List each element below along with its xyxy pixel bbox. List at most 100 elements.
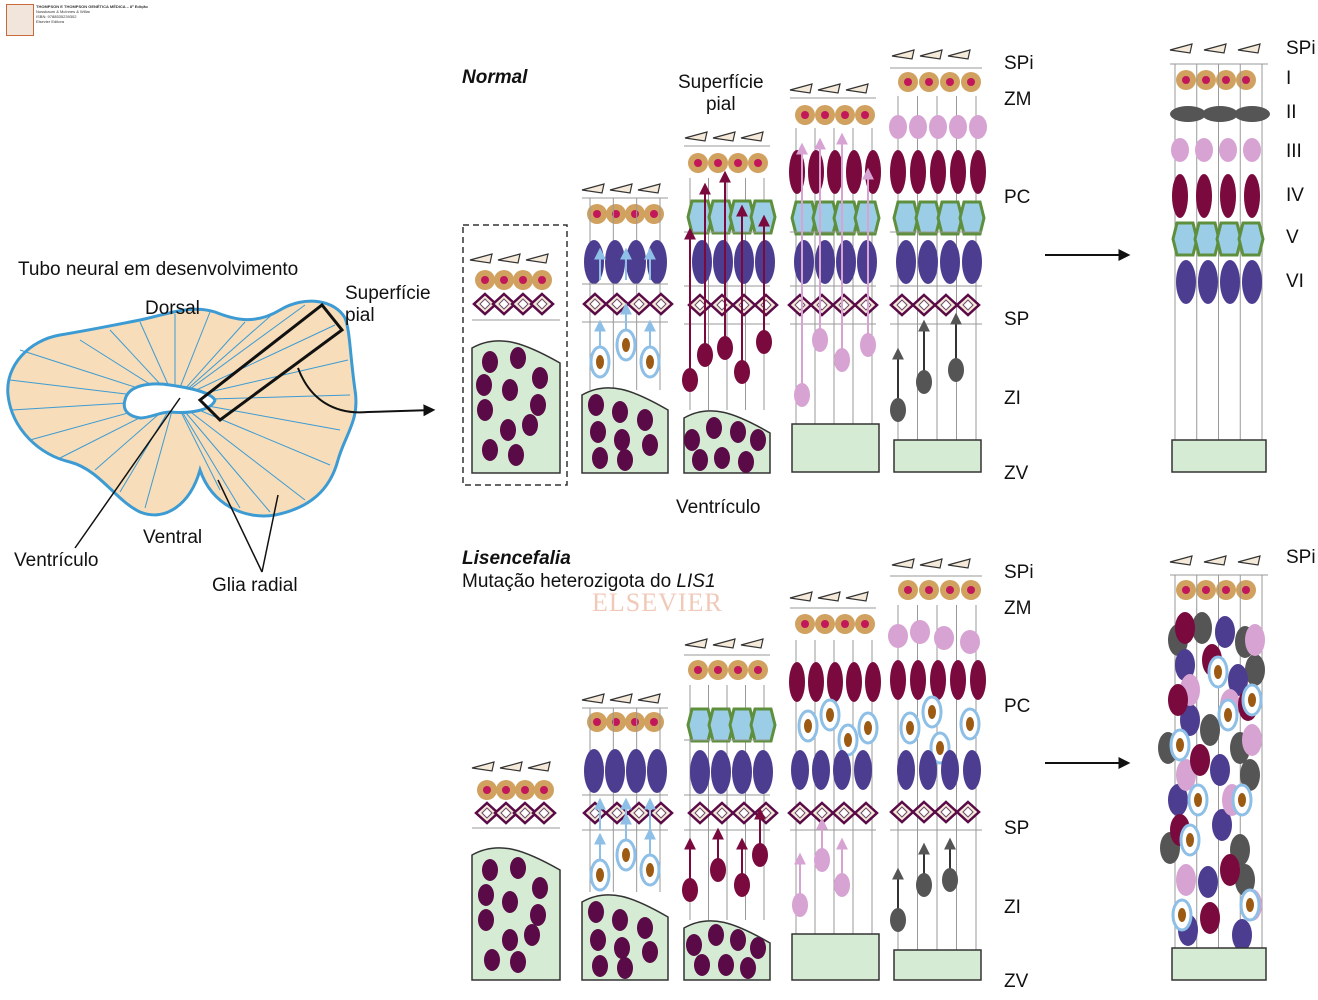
disorganized-neuron xyxy=(1212,809,1232,841)
stalled-neuron-nucleus xyxy=(1246,898,1254,912)
lis-column-5 xyxy=(888,558,986,981)
subplate-cell-core xyxy=(536,298,548,310)
stalled-neuron-nucleus xyxy=(936,741,944,755)
pial-cell xyxy=(1237,43,1261,54)
progenitor-cell xyxy=(502,929,518,951)
cajal-retzius-nucleus xyxy=(502,786,510,794)
migrating-neuron-nucleus xyxy=(596,868,604,882)
progenitor-cell xyxy=(714,447,730,469)
subplate-cell-core xyxy=(633,807,645,819)
cajal-retzius-nucleus xyxy=(1182,76,1190,84)
subplate-cell-core xyxy=(738,807,750,819)
cajal-retzius-nucleus xyxy=(946,586,954,594)
pial-cell xyxy=(525,253,549,264)
stalled-neuron-nucleus xyxy=(966,717,974,731)
subplate-cell-core xyxy=(498,298,510,310)
lis-column-2 xyxy=(581,693,674,981)
migrating-neuron-nucleus xyxy=(622,848,630,862)
progenitor-cell xyxy=(686,934,702,956)
progenitor-cell xyxy=(532,877,548,899)
disorganized-neuron xyxy=(1175,612,1195,644)
pial-cell xyxy=(1237,555,1261,566)
migrating-neuron-body xyxy=(756,330,772,354)
radial-glia-fiber xyxy=(119,399,176,493)
progenitor-cell xyxy=(738,451,754,473)
pial-cell xyxy=(497,253,521,264)
misplaced-neuron xyxy=(888,624,908,648)
migrating-neuron-body xyxy=(814,848,830,872)
ventricle-label-tube: Ventrículo xyxy=(14,550,99,571)
cajal-retzius-nucleus xyxy=(734,159,742,167)
progenitor-cell xyxy=(510,951,526,973)
glia-pointer-1 xyxy=(217,479,263,573)
cajal-retzius-nucleus xyxy=(754,666,762,674)
subplate-cell-core xyxy=(918,806,930,818)
migrating-neuron-body xyxy=(860,333,876,357)
cajal-retzius-nucleus xyxy=(821,620,829,628)
progenitor-cell xyxy=(522,414,538,436)
normal-column-3 xyxy=(682,131,779,474)
progenitor-cell xyxy=(482,859,498,881)
lissencephaly-subtitle: Mutação heterozigota do LIS1 xyxy=(462,571,716,593)
disorganized-neuron xyxy=(1220,854,1240,886)
subplate-cell-core xyxy=(838,807,850,819)
migrating-neuron-body xyxy=(834,348,850,372)
zoom-box xyxy=(197,302,345,422)
subplate-cell-core xyxy=(860,807,872,819)
stalled-neuron-nucleus xyxy=(1238,793,1246,807)
pial-cell xyxy=(609,183,633,194)
pial-cell xyxy=(471,761,495,772)
cajal-retzius-nucleus xyxy=(540,786,548,794)
radial-glia-fiber xyxy=(144,399,176,509)
pial-cell xyxy=(581,693,605,704)
progenitor-cell xyxy=(612,909,628,931)
layer-iv-neuron xyxy=(1196,174,1212,218)
progenitor-cell xyxy=(530,394,546,416)
progenitor-cell xyxy=(524,924,540,946)
layer-ii-neuron xyxy=(1170,106,1206,122)
layer-vi-neuron xyxy=(962,240,982,284)
disorganized-neuron xyxy=(1200,902,1220,934)
layer-v-neuron xyxy=(832,200,860,236)
layer-iv-neuron xyxy=(950,150,966,194)
progenitor-cell xyxy=(617,957,633,979)
progenitor-cell xyxy=(592,955,608,977)
migrating-neuron-body xyxy=(916,370,932,394)
layer-neuron xyxy=(836,240,856,284)
subplate-cell-core xyxy=(940,806,952,818)
disorganized-neuron xyxy=(1232,919,1252,951)
migrating-neuron-body xyxy=(890,398,906,422)
neural-tube-title: Tubo neural em desenvolvimento xyxy=(18,259,299,280)
migrating-neuron-nucleus xyxy=(596,355,604,369)
disorganized-neuron xyxy=(1242,724,1262,756)
misplaced-neuron xyxy=(827,662,843,702)
migrating-neuron-body xyxy=(942,868,958,892)
migrating-neuron-body xyxy=(682,878,698,902)
pial-cell xyxy=(581,183,605,194)
cajal-retzius-nucleus xyxy=(483,786,491,794)
layer-iv-neuron xyxy=(970,150,986,194)
header-line-1: THOMPSON E THOMPSON GENÉTICA MÉDICA – 8ª… xyxy=(36,4,148,9)
cajal-retzius-nucleus xyxy=(1222,76,1230,84)
migrating-neuron-body xyxy=(792,893,808,917)
misplaced-neuron xyxy=(910,660,926,700)
disorganized-neuron xyxy=(1215,616,1235,648)
misplaced-neuron xyxy=(854,750,872,790)
progenitor-cell xyxy=(484,949,500,971)
pial-cell xyxy=(637,183,661,194)
subplate-cell-core xyxy=(538,807,550,819)
subplate-cell-core xyxy=(896,806,908,818)
layer-label-i: I xyxy=(1286,68,1292,89)
subplate-cell-core xyxy=(589,807,601,819)
misplaced-neuron xyxy=(960,630,980,654)
stalled-neuron-nucleus xyxy=(826,708,834,722)
layer-iv-neuron xyxy=(1220,174,1236,218)
disorganized-neuron xyxy=(1168,784,1188,816)
radial-glia-label: Glia radial xyxy=(212,575,298,596)
cajal-retzius-nucleus xyxy=(841,620,849,628)
progenitor-cell xyxy=(502,891,518,913)
disorganized-neuron xyxy=(1192,612,1212,644)
progenitor-cell xyxy=(694,954,710,976)
ventricular-zone xyxy=(893,949,982,981)
